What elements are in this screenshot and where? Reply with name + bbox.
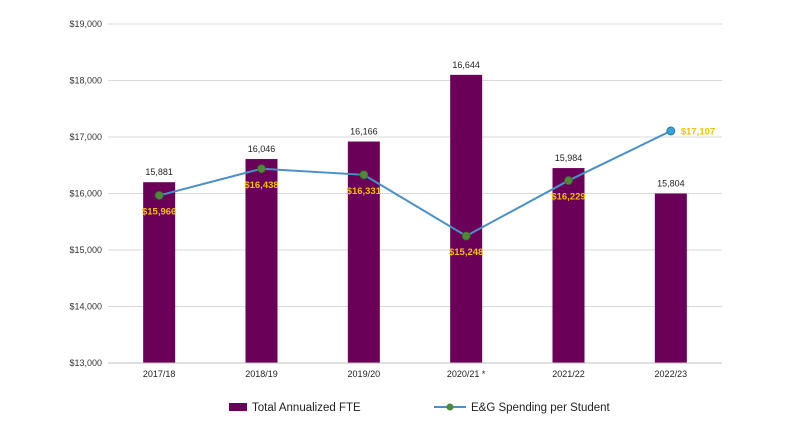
line-point [257,164,266,174]
line-point [154,191,164,200]
line-series [154,126,676,241]
bar-series [143,74,687,363]
line-data-label: $16,229 [551,192,585,203]
x-tick-label: 2022/23 [655,369,688,379]
bar [654,193,687,363]
bar-data-label: 15,881 [145,167,173,177]
x-tick-label: 2017/18 [143,369,176,379]
x-axis: 2017/18 2018/19 2019/20 2020/21 * 2021/22 202… [143,369,687,379]
legend-bar-label: Total Annualized FTE [252,402,361,414]
bar-data-label: 16,046 [248,144,276,154]
y-tick-label: $16,000 [69,189,102,199]
line-point [666,126,676,136]
bar [450,74,483,363]
y-axis: $13,000 $14,000 $15,000 $16,000 $17,000 $18,0… [69,19,102,368]
legend-line-marker [446,403,454,411]
bar [245,159,278,363]
bar-data-label: 15,804 [657,179,685,189]
line-point [564,176,573,185]
y-tick-label: $19,000 [69,19,102,29]
bar-data-label: 16,644 [452,60,480,70]
line-data-label: $17,107 [681,126,715,137]
y-tick-label: $17,000 [69,132,102,142]
line-labels: $15,966 $16,438 $16,331 $15,248 $16,229 $17,1… [142,126,715,258]
bar [552,168,585,363]
bar [143,182,176,363]
y-tick-label: $14,000 [69,302,102,312]
y-tick-label: $13,000 [69,358,102,368]
line-point [359,170,369,180]
x-tick-label: 2018/19 [245,369,278,379]
x-tick-label: 2021/22 [552,369,585,379]
y-tick-label: $18,000 [69,76,102,86]
gridlines [108,23,722,307]
legend-line-label: E&G Spending per Student [471,402,611,414]
x-tick-label: 2020/21 * [447,369,486,379]
line-data-label: $15,248 [449,247,483,258]
legend-bar-swatch [229,403,247,411]
x-tick-label: 2019/20 [348,369,381,379]
bar-data-label: 15,984 [555,153,583,163]
bar-data-label: 16,166 [350,127,378,137]
line-path [158,130,672,238]
legend: Total Annualized FTE E&G Spending per St… [229,402,611,414]
line-data-label: $15,966 [142,206,176,217]
y-tick-label: $15,000 [69,245,102,255]
line-point [461,231,471,241]
line-data-label: $16,331 [347,186,382,197]
bar-labels: 15,881 16,046 16,166 16,644 15,984 15,804 [145,60,684,189]
line-data-label: $16,438 [244,180,278,191]
